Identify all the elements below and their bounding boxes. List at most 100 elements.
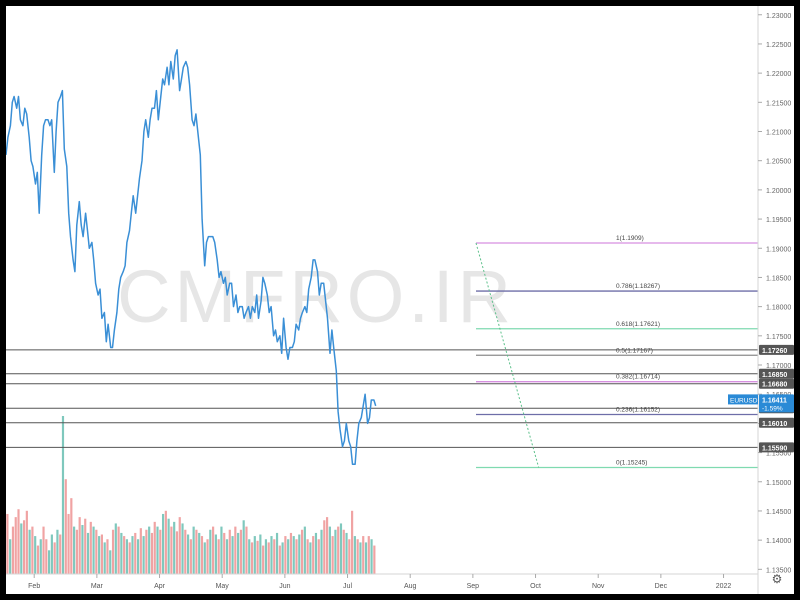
volume-bar [259, 534, 262, 574]
volume-bar [312, 536, 315, 574]
volume-bar [239, 529, 242, 574]
y-tick-label: 1.22500 [766, 42, 791, 49]
y-tick-label: 1.21000 [766, 130, 791, 137]
volume-bar [123, 536, 126, 574]
volume-bar [189, 539, 192, 574]
volume-bar [92, 526, 95, 574]
fibonacci-retracement[interactable]: 1(1.1909) 0.786(1.18267) 0.618(1.17621) 0.5… [475, 235, 758, 469]
y-tick-label: 1.13500 [766, 567, 791, 574]
volume-bar [17, 509, 20, 574]
fib-level-label: 0.786(1.18267) [616, 283, 660, 290]
volume-bar [373, 545, 376, 574]
volume-bar [120, 532, 123, 574]
volume-bar [47, 550, 51, 574]
watermark: CMFRO.IR [117, 255, 515, 338]
volume-bar [348, 539, 351, 574]
volume-bar [320, 529, 323, 574]
level-price-tag [759, 378, 794, 389]
volume-bar [14, 517, 17, 574]
volume-bar [281, 542, 284, 574]
volume-bar [22, 520, 26, 574]
volume-bar [142, 536, 145, 574]
volume-bar [25, 510, 28, 574]
volume-bar [139, 528, 142, 574]
volume-bar [103, 542, 106, 574]
volume-bar [264, 539, 268, 574]
gear-icon[interactable]: ⚙ [771, 572, 783, 586]
volume-bar [156, 526, 159, 574]
fib-level-label: 0.382(1.16714) [616, 374, 660, 381]
y-tick-label: 1.18000 [766, 305, 791, 312]
volume-bar [11, 526, 15, 574]
volume-bar [273, 539, 276, 574]
last-price-tag [759, 394, 794, 413]
volume-bar [64, 479, 67, 574]
volume-bar [278, 545, 281, 574]
volume-bar [287, 539, 290, 574]
volume-bar [148, 526, 151, 574]
volume-bar [114, 523, 117, 574]
price-series-line [5, 49, 377, 466]
volume-bar [317, 539, 320, 574]
volume-bar [295, 539, 298, 574]
volume-bar [203, 542, 206, 574]
volume-bar [364, 542, 368, 574]
x-tick-label: Aug [404, 583, 417, 590]
fib-level-label: 1(1.1909) [616, 235, 644, 242]
x-tick-label: Dec [655, 583, 668, 590]
chart-area[interactable]: CMFRO.IR 1(1.1909) 0.786(1.18267) 0.618(1.… [5, 6, 794, 594]
volume-bar [31, 526, 34, 574]
volume-bar [234, 526, 237, 574]
volume-bar [225, 539, 229, 574]
level-price-tag-label: 1.17260 [762, 348, 787, 355]
y-axis: 1.23000 1.22500 1.22000 1.21500 1.21000 1.205… [757, 6, 791, 594]
y-tick-label: 1.20500 [766, 159, 791, 166]
y-tick-label: 1.17500 [766, 334, 791, 341]
volume-bar [128, 542, 131, 574]
x-axis: Feb Mar Apr May Jun Jul Aug Sep Oct Nov Dec 2022 [6, 573, 758, 590]
y-tick-label: 1.23000 [766, 13, 791, 20]
volume-bar [86, 532, 90, 574]
volume-bar [161, 513, 165, 574]
volume-bar [300, 529, 304, 574]
volume-bar [270, 536, 273, 574]
volume-bar [325, 517, 329, 574]
level-price-tag [759, 368, 794, 379]
volume-bar [164, 510, 167, 574]
volume-bar [267, 542, 270, 574]
fib-level-label: 0.618(1.17621) [616, 321, 660, 328]
volume-bars [6, 416, 376, 574]
volume-bar [298, 534, 301, 574]
y-tick-label: 1.18500 [766, 275, 791, 282]
volume-bar [131, 536, 134, 574]
y-tick-label: 1.19000 [766, 246, 791, 253]
y-tick-label: 1.15000 [766, 480, 791, 487]
volume-bar [81, 525, 84, 574]
volume-bar [292, 536, 295, 574]
volume-bar [125, 539, 129, 574]
volume-bar [212, 526, 215, 574]
volume-bar [42, 526, 45, 574]
level-price-tag-label: 1.16850 [762, 372, 787, 379]
volume-bar [328, 526, 331, 574]
y-tick-label: 1.15500 [766, 451, 791, 458]
volume-bar [28, 529, 31, 574]
volume-bar [39, 539, 42, 574]
level-price-tag-label: 1.16010 [762, 421, 787, 428]
volume-bar [331, 536, 334, 574]
volume-bar [342, 529, 345, 574]
volume-bar [167, 518, 170, 574]
y-tick-label: 1.19500 [766, 217, 791, 224]
volume-bar [362, 536, 365, 574]
volume-bar [50, 534, 53, 574]
volume-bar [73, 526, 76, 574]
volume-bar [20, 523, 23, 574]
price-chart-svg[interactable]: CMFRO.IR 1(1.1909) 0.786(1.18267) 0.618(1.… [5, 6, 794, 594]
volume-bar [231, 536, 234, 574]
volume-bar [78, 517, 81, 574]
y-tick-label: 1.22000 [766, 71, 791, 78]
volume-bar [192, 526, 195, 574]
volume-bar [250, 542, 254, 574]
volume-bar [150, 532, 154, 574]
